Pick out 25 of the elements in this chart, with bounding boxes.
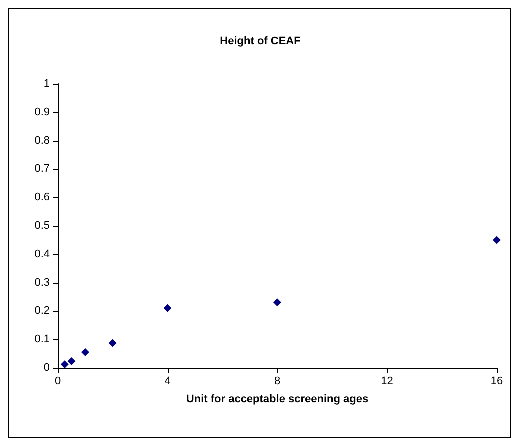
y-tick-label: 0.4 bbox=[34, 248, 50, 260]
y-tick-label: 0.6 bbox=[34, 192, 50, 204]
point bbox=[274, 298, 282, 307]
x-tick-label: 0 bbox=[54, 376, 62, 388]
y-tick-label: 0.8 bbox=[34, 134, 50, 147]
x-tick-label: 12 bbox=[381, 376, 394, 388]
y-tick-label: 0.5 bbox=[34, 220, 50, 232]
point bbox=[81, 348, 90, 356]
x-tick-label: 4 bbox=[164, 376, 171, 388]
point bbox=[68, 357, 76, 366]
point bbox=[164, 304, 172, 312]
y-tick-label: 0 bbox=[44, 362, 50, 374]
point bbox=[108, 339, 117, 348]
y-tick-label: 1 bbox=[44, 78, 50, 90]
x-tick-label: 16 bbox=[490, 376, 504, 388]
point bbox=[493, 236, 501, 244]
y-tick-label: 0.2 bbox=[34, 305, 50, 318]
y-tick-label: 0.1 bbox=[34, 334, 50, 346]
y-tick-label: 0.7 bbox=[34, 163, 50, 176]
y-tick-label: 0.9 bbox=[34, 106, 50, 118]
x-tick-label: 8 bbox=[274, 376, 281, 388]
y-tick-label: 0.3 bbox=[34, 276, 50, 289]
x-axis-title: Unit for acceptable screening ages bbox=[186, 394, 369, 406]
point bbox=[60, 360, 69, 369]
chart-title: Height of CEAF bbox=[220, 36, 302, 48]
